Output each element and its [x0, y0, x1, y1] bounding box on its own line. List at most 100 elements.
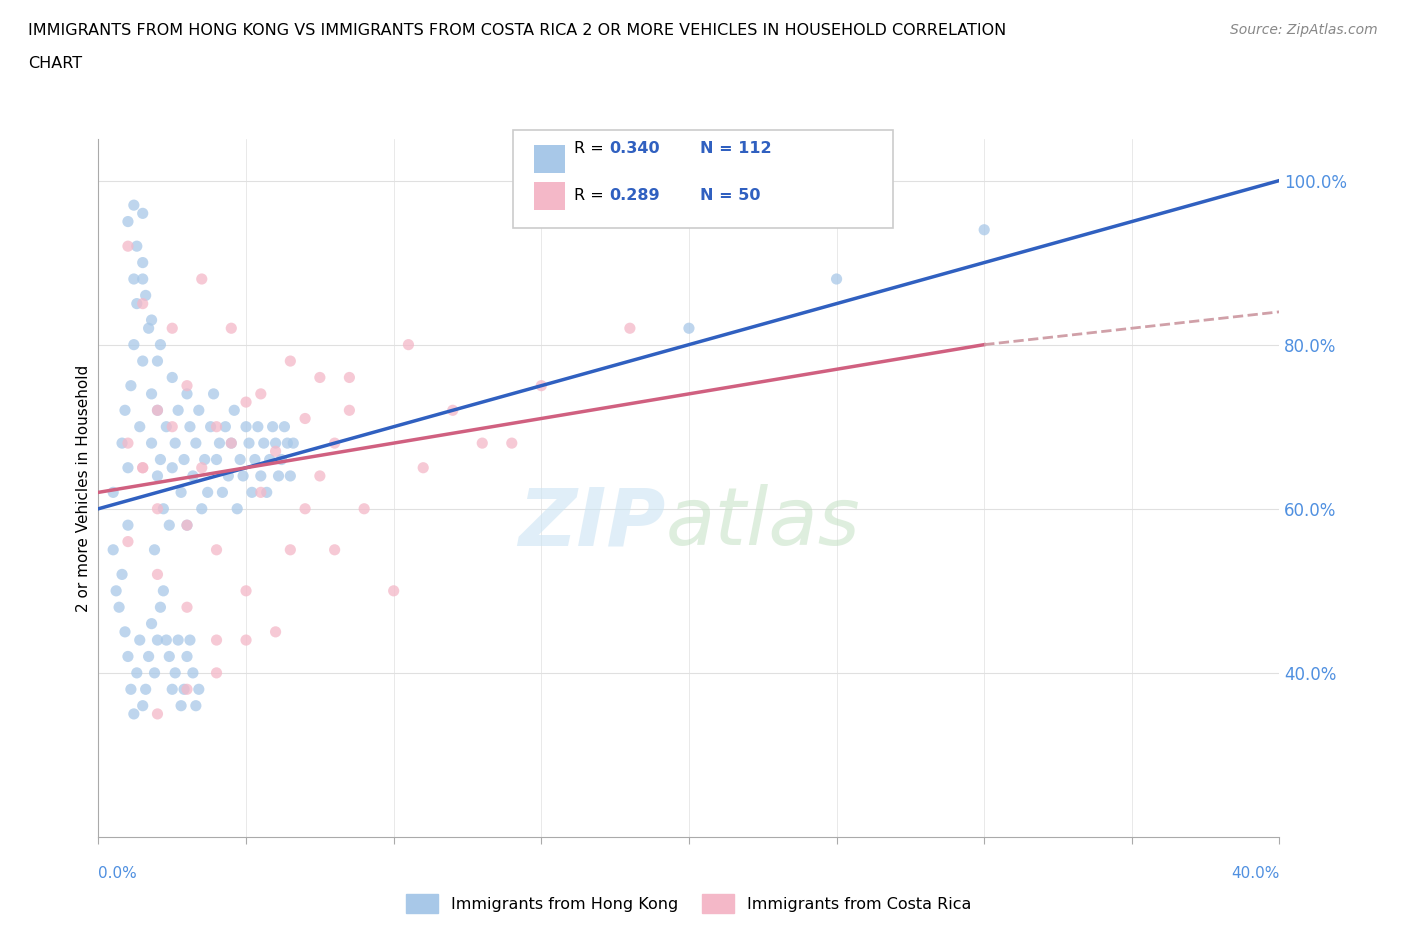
- Point: [208, 435, 231, 450]
- Point: [132, 255, 155, 270]
- Point: [238, 435, 260, 450]
- Point: [105, 583, 128, 598]
- Point: [108, 600, 131, 615]
- Point: [825, 272, 848, 286]
- Point: [173, 452, 195, 467]
- Point: [146, 353, 169, 368]
- Point: [229, 452, 252, 467]
- Point: [162, 321, 183, 336]
- Text: 40.0%: 40.0%: [1232, 866, 1279, 881]
- Point: [122, 272, 145, 286]
- Point: [162, 682, 183, 697]
- Text: R =: R =: [574, 188, 609, 203]
- Point: [202, 387, 225, 402]
- Point: [382, 583, 405, 598]
- Point: [173, 682, 195, 697]
- Text: N = 50: N = 50: [700, 188, 761, 203]
- Point: [176, 379, 198, 393]
- Point: [120, 379, 142, 393]
- Point: [250, 387, 273, 402]
- Point: [125, 239, 148, 254]
- Point: [323, 542, 346, 557]
- Point: [138, 649, 160, 664]
- Point: [141, 387, 163, 402]
- Point: [205, 452, 228, 467]
- Point: [149, 600, 172, 615]
- Point: [235, 394, 257, 409]
- Point: [141, 617, 163, 631]
- Point: [149, 338, 172, 352]
- Point: [283, 435, 305, 450]
- Point: [262, 419, 284, 434]
- Point: [501, 435, 523, 450]
- Point: [337, 403, 360, 418]
- Point: [250, 469, 273, 484]
- Point: [117, 239, 139, 254]
- Point: [117, 518, 139, 533]
- Point: [176, 682, 198, 697]
- Point: [214, 419, 236, 434]
- Point: [117, 649, 139, 664]
- Y-axis label: 2 or more Vehicles in Household: 2 or more Vehicles in Household: [76, 365, 91, 612]
- Point: [337, 370, 360, 385]
- Point: [253, 435, 276, 450]
- Point: [396, 338, 419, 352]
- Text: CHART: CHART: [28, 56, 82, 71]
- Point: [128, 632, 150, 647]
- Point: [155, 419, 177, 434]
- Point: [191, 460, 214, 475]
- Text: atlas: atlas: [665, 485, 860, 562]
- Point: [219, 435, 243, 450]
- Text: IMMIGRANTS FROM HONG KONG VS IMMIGRANTS FROM COSTA RICA 2 OR MORE VEHICLES IN HO: IMMIGRANTS FROM HONG KONG VS IMMIGRANTS …: [28, 23, 1007, 38]
- Point: [276, 435, 298, 450]
- Point: [152, 501, 174, 516]
- Point: [143, 542, 166, 557]
- Point: [184, 435, 207, 450]
- Point: [181, 666, 204, 681]
- Point: [194, 452, 217, 467]
- Point: [219, 321, 243, 336]
- Point: [146, 469, 169, 484]
- Point: [132, 206, 155, 220]
- Point: [205, 666, 228, 681]
- Point: [235, 632, 257, 647]
- Point: [256, 485, 278, 499]
- Point: [176, 600, 198, 615]
- Point: [157, 649, 180, 664]
- Point: [128, 419, 150, 434]
- Point: [200, 419, 222, 434]
- Point: [181, 469, 204, 484]
- Point: [132, 353, 155, 368]
- Point: [273, 419, 295, 434]
- Point: [205, 632, 228, 647]
- Text: Source: ZipAtlas.com: Source: ZipAtlas.com: [1230, 23, 1378, 37]
- Point: [165, 666, 187, 681]
- Legend: Immigrants from Hong Kong, Immigrants from Costa Rica: Immigrants from Hong Kong, Immigrants fr…: [401, 887, 977, 920]
- Point: [191, 501, 214, 516]
- Point: [165, 435, 187, 450]
- Point: [294, 411, 316, 426]
- Point: [235, 419, 257, 434]
- Point: [122, 707, 145, 722]
- Point: [176, 518, 198, 533]
- Point: [117, 460, 139, 475]
- Point: [179, 632, 201, 647]
- Point: [146, 403, 169, 418]
- Point: [246, 419, 269, 434]
- Point: [323, 435, 346, 450]
- Point: [184, 698, 207, 713]
- Point: [264, 624, 287, 639]
- Point: [264, 444, 287, 458]
- Point: [138, 321, 160, 336]
- Point: [278, 542, 302, 557]
- Point: [176, 387, 198, 402]
- Point: [471, 435, 494, 450]
- Point: [197, 485, 219, 499]
- Point: [132, 698, 155, 713]
- Point: [243, 452, 266, 467]
- Point: [146, 567, 169, 582]
- Point: [176, 518, 198, 533]
- Point: [412, 460, 434, 475]
- Point: [167, 403, 190, 418]
- Point: [240, 485, 263, 499]
